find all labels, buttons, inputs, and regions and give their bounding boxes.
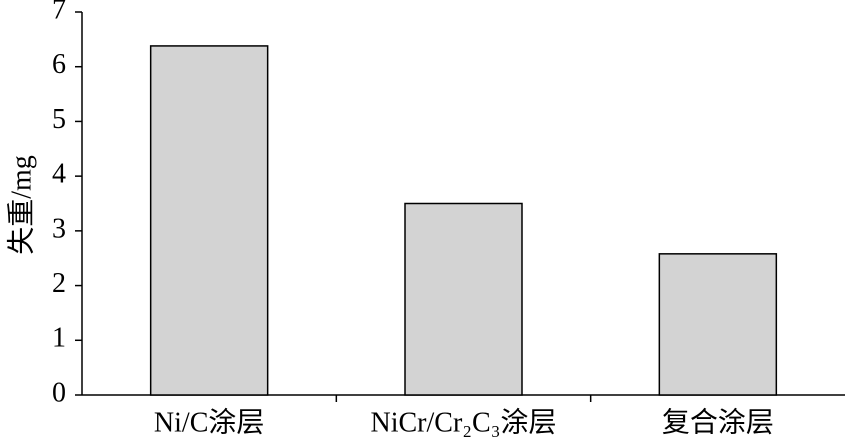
y-tick-label: 3 (52, 213, 66, 244)
y-axis-label: 失重/mg (5, 155, 37, 255)
x-tick-label: NiCr/Cr₂C₃涂层 (371, 406, 557, 438)
y-tick-label: 2 (52, 268, 66, 299)
x-tick-label: Ni/C涂层 (154, 406, 264, 438)
bar (149, 45, 269, 396)
bar (404, 202, 523, 396)
y-tick-label: 5 (52, 104, 66, 135)
y-tick-label: 6 (52, 49, 66, 80)
y-tick-label: 7 (52, 0, 66, 25)
y-tick-label: 1 (52, 323, 66, 354)
x-tick-label: 复合涂层 (662, 406, 774, 438)
y-tick-label: 0 (52, 377, 66, 408)
bar (658, 253, 778, 396)
y-tick-label: 4 (52, 159, 66, 190)
